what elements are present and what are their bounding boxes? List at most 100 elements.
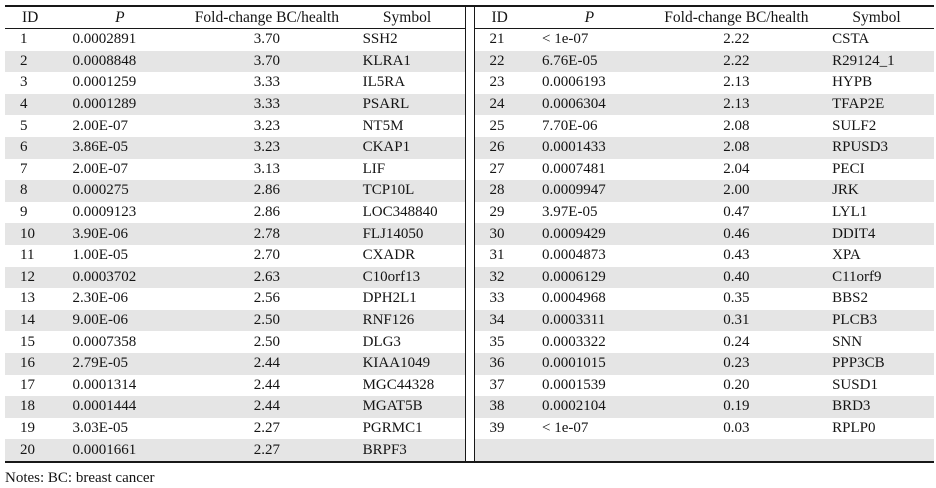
cell-fold-change: 0.03 [723, 419, 750, 436]
table-row: 16 2.79E-05 2.44 KIAA1049 [5, 352, 465, 375]
cell-p: 0.0001259 [72, 74, 137, 91]
cell-id: 11 [20, 247, 35, 264]
cell-fold-change: 3.33 [253, 96, 281, 113]
cell-symbol: NT5M [362, 117, 404, 134]
cell-fold-change: 2.00 [723, 182, 750, 199]
cell-p: 0.0004873 [542, 247, 606, 264]
cell-fold-change: 0.35 [723, 290, 750, 307]
cell-id: 34 [489, 312, 505, 329]
cell-fold-change: 2.63 [253, 268, 281, 285]
cell-id: 16 [20, 355, 35, 372]
cell-p: 2.30E-06 [72, 290, 128, 307]
cell-symbol: LOC348840 [362, 204, 438, 221]
table-row: 7 2.00E-07 3.13 LIF [5, 159, 465, 181]
cell-fold-change: 2.08 [723, 117, 750, 134]
table-row: 28 0.0009947 2.00 JRK [474, 180, 934, 202]
cell-fold-change: 2.27 [253, 419, 281, 436]
table-row: 4 0.0001289 3.33 PSARL [5, 93, 465, 116]
cell-p: 0.0001433 [542, 139, 606, 156]
cell-id: 3 [20, 74, 28, 91]
cell-fold-change: 3.70 [253, 52, 281, 69]
table-row: 3 0.0001259 3.33 IL5RA [5, 72, 465, 94]
col-header-id: ID [22, 8, 39, 26]
cell-fold-change: 2.13 [723, 74, 750, 91]
table-row: 6 3.86E-05 3.23 CKAP1 [5, 136, 465, 159]
cell-id: 38 [489, 398, 505, 415]
cell-p: 9.00E-06 [72, 312, 128, 329]
cell-id: 21 [489, 31, 505, 48]
header-row-left: ID P Fold-change BC/health Symbol [5, 7, 465, 29]
cell-symbol: PGRMC1 [362, 419, 423, 436]
cell-p: 2.00E-07 [72, 160, 128, 177]
table-row: 1 0.0002891 3.70 SSH2 [5, 29, 465, 51]
cell-id: 39 [489, 419, 505, 436]
table-row: 15 0.0007358 2.50 DLG3 [5, 331, 465, 353]
cell-p: 0.0001289 [72, 96, 137, 113]
cell-p: 0.0007481 [542, 160, 606, 177]
cell-symbol: R29124_1 [832, 52, 895, 69]
cell-fold-change: 2.44 [253, 376, 281, 393]
cell-fold-change: 2.50 [253, 312, 281, 329]
cell-p: 0.0009123 [72, 204, 137, 221]
cell-id: 36 [489, 355, 505, 372]
cell-symbol [819, 439, 934, 461]
cell-p: < 1e-07 [542, 31, 589, 48]
cell-symbol: RNF126 [362, 312, 415, 329]
cell-id: 22 [489, 52, 505, 69]
cell-fold-change: 2.13 [723, 96, 750, 113]
table-row: 2 0.0008848 3.70 KLRA1 [5, 50, 465, 73]
cell-symbol: PSARL [362, 96, 410, 113]
cell-p: 0.0002104 [542, 398, 606, 415]
cell-p: 0.0007358 [72, 333, 137, 350]
cell-p: 3.03E-05 [72, 419, 128, 436]
table-row [474, 439, 934, 461]
cell-fold-change: 2.86 [253, 182, 281, 199]
table-row: 25 7.70E-06 2.08 SULF2 [475, 115, 935, 137]
table-row: 37 0.0001539 0.20 SUSD1 [475, 375, 935, 397]
table-row: 11 1.00E-05 2.70 CXADR [5, 245, 465, 267]
cell-id: 12 [20, 268, 35, 285]
cell-id: 25 [489, 117, 505, 134]
cell-fold-change: 2.22 [723, 52, 750, 69]
cell-symbol: LYL1 [832, 204, 868, 221]
cell-fold-change: 2.86 [253, 204, 281, 221]
cell-id: 23 [489, 74, 505, 91]
cell-fold-change: 3.23 [253, 139, 281, 156]
cell-id: 27 [489, 160, 505, 177]
cell-id: 7 [20, 160, 28, 177]
cell-symbol: RPLP0 [832, 419, 876, 436]
cell-fold-change: 0.43 [723, 247, 750, 264]
cell-fold-change: 2.44 [253, 355, 281, 372]
cell-symbol: PLCB3 [832, 312, 878, 329]
cell-p [525, 439, 654, 461]
cell-id: 24 [489, 96, 505, 113]
table-row: 34 0.0003311 0.31 PLCB3 [474, 309, 934, 332]
cell-id: 30 [489, 225, 505, 242]
cell-fold-change: 2.04 [723, 160, 750, 177]
cell-fold-change: 3.23 [253, 117, 281, 134]
table-row: 18 0.0001444 2.44 MGAT5B [5, 396, 465, 418]
table-row: 26 0.0001433 2.08 RPUSD3 [474, 136, 934, 159]
gene-table-right: ID P Fold-change BC/health Symbol 21 < 1e… [474, 7, 935, 461]
cell-p: 3.90E-06 [72, 225, 128, 242]
table-row: 20 0.0001661 2.27 BRPF3 [5, 439, 465, 461]
cell-fold-change: 2.70 [253, 247, 281, 264]
cell-id: 35 [489, 333, 505, 350]
cell-p: 0.0009429 [542, 225, 606, 242]
cell-fold-change: 2.27 [253, 441, 281, 458]
cell-p: < 1e-07 [542, 419, 589, 436]
cell-fold-change: 3.33 [253, 74, 281, 91]
table-row: 17 0.0001314 2.44 MGC44328 [5, 375, 465, 397]
cell-p: 0.0001444 [72, 398, 137, 415]
table-row: 24 0.0006304 2.13 TFAP2E [474, 93, 934, 116]
cell-fold-change: 2.78 [253, 225, 281, 242]
cell-fold-change: 0.31 [723, 312, 750, 329]
col-header-symbol: Symbol [852, 8, 901, 26]
cell-p: 0.0001661 [72, 441, 137, 458]
table-body-left: 1 0.0002891 3.70 SSH2 2 0.0008848 3.70 KLRA1 3 0.… [5, 29, 465, 461]
cell-fold-change: 2.50 [253, 333, 281, 350]
table-row: 13 2.30E-06 2.56 DPH2L1 [5, 288, 465, 310]
cell-fold-change [654, 439, 819, 461]
table-row: 36 0.0001015 0.23 PPP3CB [474, 352, 934, 375]
cell-id [475, 439, 526, 461]
